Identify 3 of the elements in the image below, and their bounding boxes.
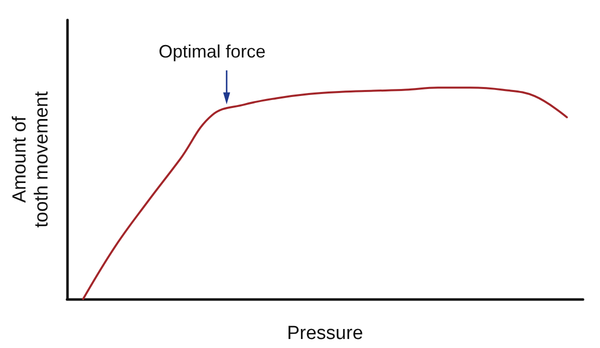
x-axis-title: Pressure [286, 323, 364, 344]
y-axis-title: Amount of tooth movement [10, 90, 52, 228]
text: Optimal force [158, 41, 266, 62]
